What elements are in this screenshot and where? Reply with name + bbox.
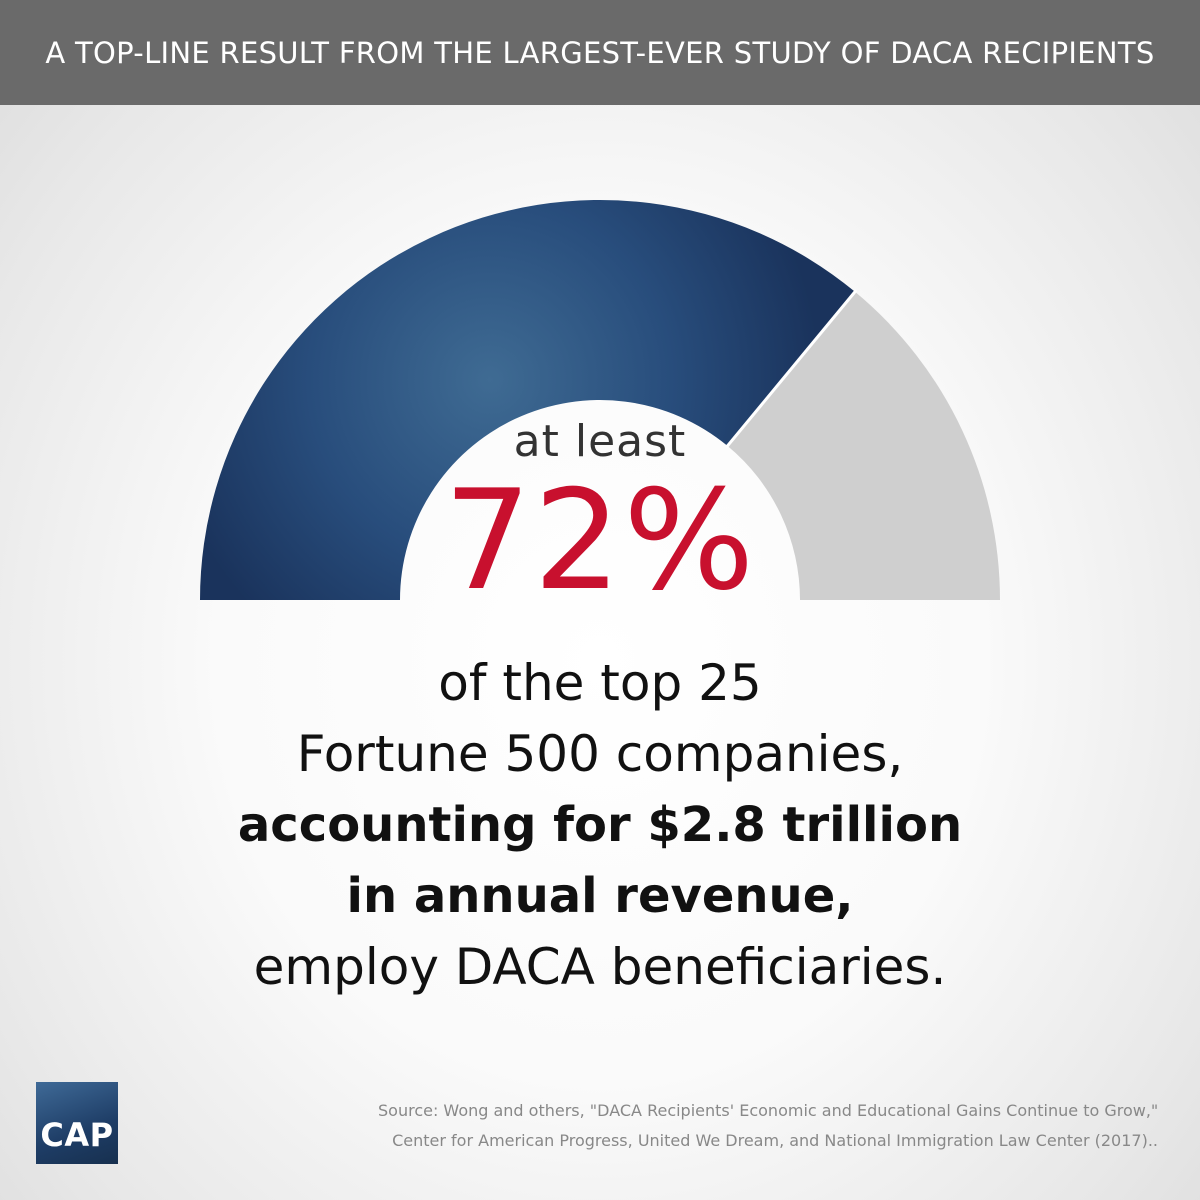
source-line-2: Center for American Progress, United We … <box>392 1131 1158 1150</box>
source-line-1: Source: Wong and others, "DACA Recipient… <box>378 1101 1159 1120</box>
statement-line-4: in annual revenue, <box>346 868 854 924</box>
statement-line-3: accounting for $2.8 trillion <box>237 797 963 853</box>
source-citation: Source: Wong and others, "DACA Recipient… <box>378 1096 1158 1156</box>
statement-line-2: Fortune 500 companies, <box>296 725 904 783</box>
header-bar: A TOP-LINE RESULT FROM THE LARGEST-EVER … <box>0 0 1200 105</box>
gauge-divider <box>725 289 858 449</box>
gauge-filled-segment <box>200 200 855 600</box>
header-title: A TOP-LINE RESULT FROM THE LARGEST-EVER … <box>45 35 1155 70</box>
statement-line-1: of the top 25 <box>438 654 762 712</box>
cap-logo: CAP <box>36 1082 118 1164</box>
cap-logo-text: CAP <box>40 1116 114 1154</box>
statement-text: of the top 25 Fortune 500 companies, acc… <box>0 648 1200 1003</box>
statement-line-5: employ DACA beneficiaries. <box>253 938 947 996</box>
gauge-value-label: 72% <box>443 460 757 621</box>
gauge-prefix-label: at least <box>513 416 687 467</box>
gauge-remainder-segment <box>727 291 1000 600</box>
